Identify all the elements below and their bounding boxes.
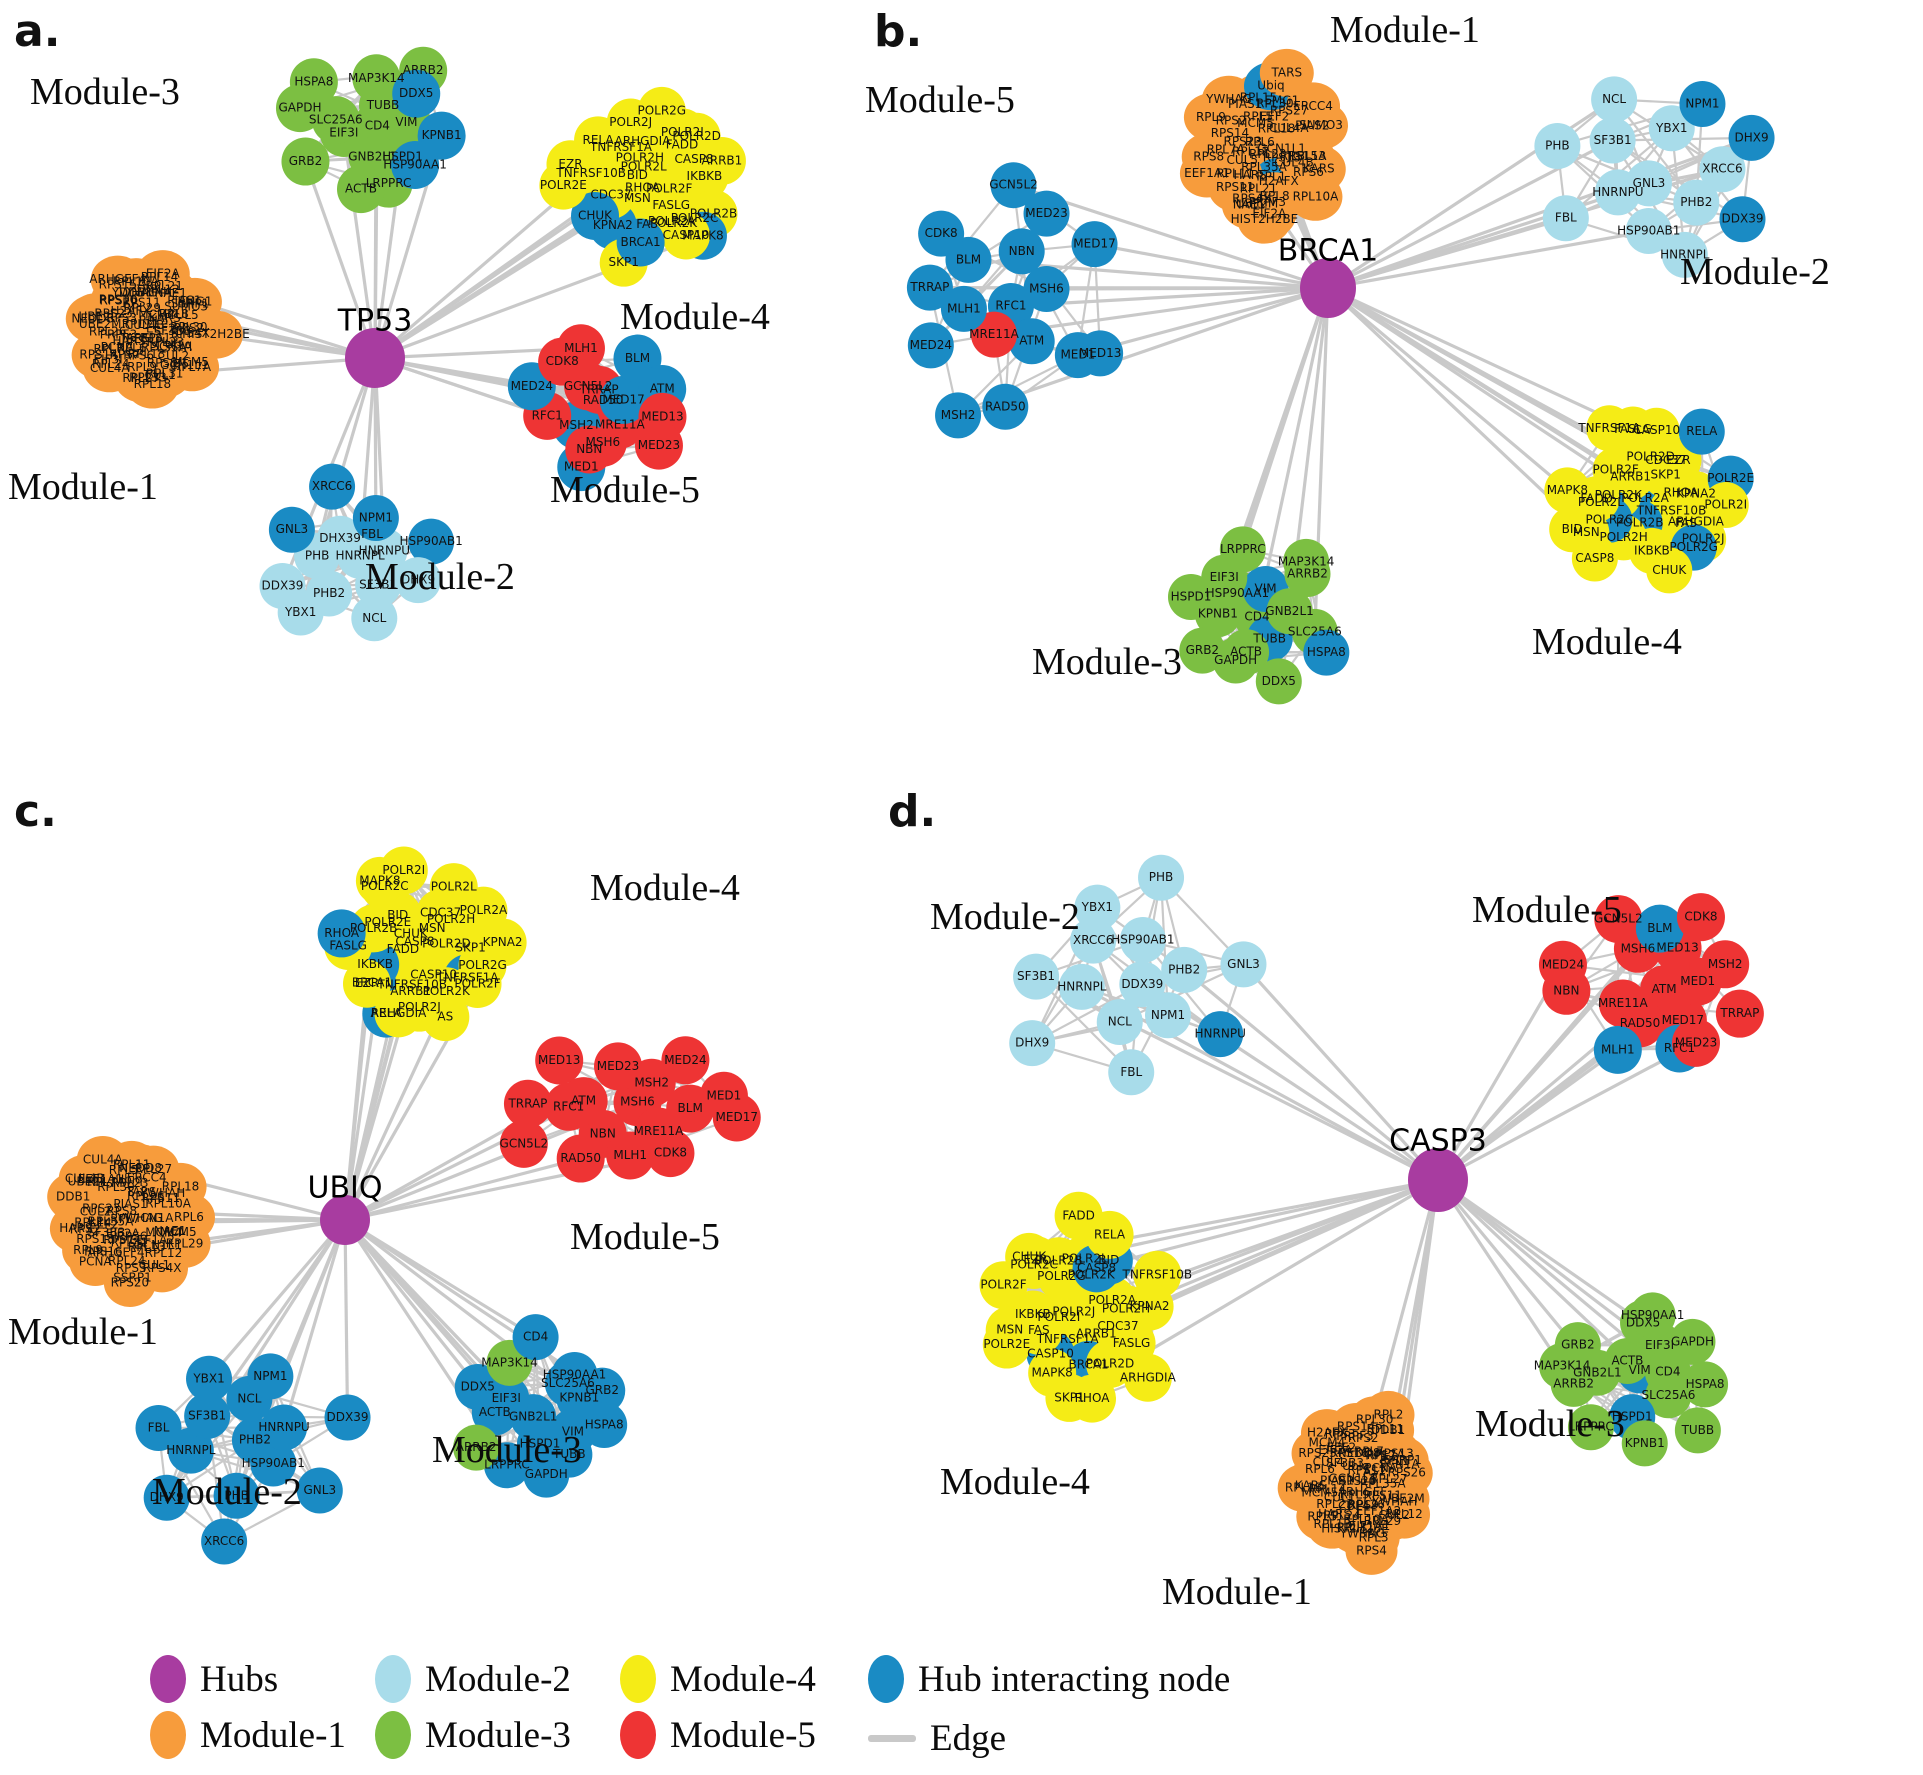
legend-item-hub-interacting-node: Hub interacting node	[868, 1655, 1230, 1703]
legend-label-module-1: Module-1	[200, 1714, 346, 1756]
panel-d-letter: d.	[888, 786, 937, 837]
panel-a: a. CD4 HSPD1 GNB2L1 EIF3I SLC25A6 TUBB VIM LRPP…	[0, 0, 860, 790]
legend-label-module-2: Module-2	[425, 1658, 571, 1700]
legend-label-module-4: Module-4	[670, 1658, 816, 1700]
panel-b-module-5-label: Module-5	[865, 79, 1015, 121]
legend-label-module-5: Module-5	[670, 1714, 816, 1756]
legend-label-hub-interacting-node: Hub interacting node	[918, 1658, 1231, 1700]
panel-a-module-5-label: Module-5	[550, 469, 700, 511]
panel-a-module-4-label: Module-4	[620, 296, 770, 338]
legend-label-edge: Edge	[930, 1718, 1007, 1759]
panel-d-module-2-label: Module-2	[930, 896, 1080, 938]
panel-b-module-4-label: Module-4	[1532, 621, 1682, 663]
svg-text:UBIQ: UBIQ	[308, 1171, 383, 1206]
legend-swatch-module-3	[375, 1711, 411, 1759]
panel-c-nodes: CASP8CASP10TNFRSF10BFADDCHUKMSNPOLR2DPOL…	[47, 846, 761, 1565]
legend-swatch-module-2	[375, 1655, 411, 1703]
svg-text:BRCA1: BRCA1	[1278, 234, 1379, 269]
legend-item-module-4: Module-4	[620, 1655, 816, 1703]
legend-swatch-module-4	[620, 1655, 656, 1703]
legend-item-module-3: Module-3	[375, 1711, 571, 1759]
legend-swatch-hubs	[150, 1655, 186, 1703]
panel-c-module-4-label: Module-4	[590, 867, 740, 909]
panel-a-network: CD4HSPD1GNB2L1EIF3ISLC25A6TUBBVIMLRPPRCA…	[65, 46, 746, 642]
panel-d-module-3-label: Module-3	[1475, 1403, 1625, 1445]
panel-c-module-3-label: Module-3	[432, 1429, 582, 1471]
legend-label-hubs: Hubs	[200, 1658, 279, 1700]
panel-b: b. RPL23 RPS13 RPL35A RPL12 RPL6 RPL18 GCN1L1 R…	[860, 0, 1923, 790]
panel-c-module-1-label: Module-1	[8, 1311, 158, 1353]
panel-b-letter: b.	[874, 6, 923, 57]
panel-a-nodes: CD4HSPD1GNB2L1EIF3ISLC25A6TUBBVIMLRPPRCA…	[65, 46, 746, 642]
panel-c-module-5-label: Module-5	[570, 1216, 720, 1258]
legend-item-hubs: Hubs	[150, 1655, 278, 1703]
legend-item-module-2: Module-2	[375, 1655, 571, 1703]
legend-swatch-hub-interacting-node	[868, 1655, 904, 1703]
panel-b-module-1-label: Module-1	[1330, 9, 1480, 51]
panel-d-module-4-label: Module-4	[940, 1461, 1090, 1503]
panel-a-module-1-label: Module-1	[8, 466, 158, 508]
panel-b-module-3-label: Module-3	[1032, 641, 1182, 683]
panel-c-module-2-label: Module-2	[152, 1471, 302, 1513]
panel-a-module-2-label: Module-2	[365, 556, 515, 598]
panel-b-module-2-label: Module-2	[1680, 251, 1830, 293]
panel-d: d. DDX39 NPM1 NCL HNRNPL XRCC6 HSP90AB1 PHB2 FB…	[880, 780, 1923, 1660]
panel-d-module-5-label: Module-5	[1472, 889, 1622, 931]
panel-a-module-3-label: Module-3	[30, 71, 180, 113]
legend-swatch-edge	[868, 1735, 916, 1742]
panel-c-letter: c.	[14, 786, 57, 837]
legend-label-module-3: Module-3	[425, 1714, 571, 1756]
panel-c-network: CASP8CASP10TNFRSF10BFADDCHUKMSNPOLR2DPOL…	[47, 846, 761, 1565]
panel-a-letter: a.	[14, 6, 61, 57]
legend: Hubs Module-1 Module-2 Module-3 Module-4…	[150, 1655, 1290, 1765]
panel-b-network: RPL23RPS13RPL35ARPL12RPL6RPL18GCN1L1RPL1…	[906, 48, 1775, 705]
panel-d-nodes: DDX39NPM1NCLHNRNPLXRCC6HSP90AB1PHB2FBLDH…	[979, 854, 1764, 1575]
legend-item-edge: Edge	[868, 1717, 1006, 1760]
legend-item-module-1: Module-1	[150, 1711, 346, 1759]
legend-swatch-module-5	[620, 1711, 656, 1759]
svg-text:TP53: TP53	[337, 304, 413, 339]
panel-d-module-1-label: Module-1	[1162, 1571, 1312, 1613]
panel-c: c. CASP8 CASP10 TNFRSF10B FADD CHUK MSN POLR2D…	[0, 780, 900, 1660]
legend-swatch-module-1	[150, 1711, 186, 1759]
legend-item-module-5: Module-5	[620, 1711, 816, 1759]
